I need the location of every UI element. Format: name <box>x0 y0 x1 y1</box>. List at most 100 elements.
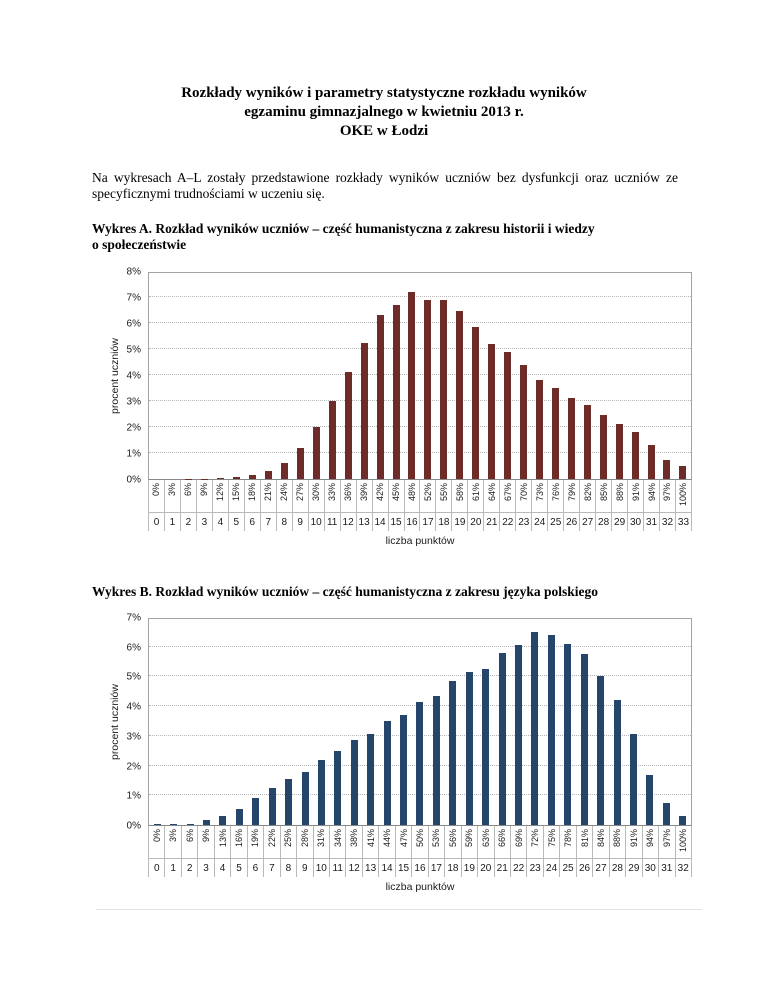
x-category-percent: 64% <box>484 480 501 512</box>
x-category-percent: 61% <box>468 480 485 512</box>
x-percent-label: 50% <box>414 829 425 848</box>
x-category-percent: 56% <box>445 826 462 858</box>
bar-slot <box>198 819 214 825</box>
x-category-percent: 47% <box>396 826 413 858</box>
bar-16 <box>408 291 416 479</box>
x-percent-label: 47% <box>398 829 409 848</box>
x-percent-label: 13% <box>217 829 228 848</box>
x-category-percent: 66% <box>495 826 511 858</box>
y-tick-label: 6% <box>126 642 141 654</box>
gridline <box>149 322 691 323</box>
bar-slot <box>181 478 197 479</box>
x-category-percent: 9% <box>198 826 215 858</box>
x-category-percent: 53% <box>429 826 446 858</box>
x-category-percent: 97% <box>660 480 676 512</box>
bar-slot <box>452 311 468 479</box>
x-category-percent: 19% <box>248 826 265 858</box>
bar-slot <box>313 759 329 825</box>
x-point-label: 22 <box>511 859 528 877</box>
bar-25 <box>564 643 572 825</box>
x-point-label: 11 <box>330 859 347 877</box>
x-category-percent: 41% <box>363 826 380 858</box>
x-percent-label: 97% <box>662 483 673 502</box>
x-category-percent: 13% <box>215 826 232 858</box>
x-category-percent: 97% <box>659 826 676 858</box>
x-point-label: 33 <box>676 513 692 531</box>
x-point-label: 20 <box>468 513 485 531</box>
x-percent-label: 52% <box>422 483 433 502</box>
x-category-percent: 45% <box>389 480 405 512</box>
bar-14 <box>376 315 384 479</box>
bar-31 <box>647 445 655 479</box>
bar-slot <box>165 824 181 825</box>
bar-2 <box>186 823 194 825</box>
x-percent-label: 27% <box>295 483 306 502</box>
x-percent-label: 58% <box>454 483 465 502</box>
x-point-label: 31 <box>659 859 676 877</box>
x-point-label: 1 <box>165 513 181 531</box>
x-point-label: 24 <box>544 859 561 877</box>
x-percent-label: 6% <box>183 483 194 497</box>
bar-4 <box>219 816 227 825</box>
bar-13 <box>360 342 368 479</box>
bar-19 <box>456 311 464 479</box>
bar-28 <box>599 415 607 479</box>
x-percent-label: 18% <box>247 483 258 502</box>
x-point-label: 15 <box>396 859 413 877</box>
x-point-label: 29 <box>612 513 629 531</box>
x-category-percent: 28% <box>297 826 314 858</box>
x-point-label: 13 <box>363 859 380 877</box>
bar-slot <box>532 380 548 479</box>
bar-slot <box>560 643 576 825</box>
bar-slot <box>484 343 500 479</box>
x-point-label: 6 <box>245 513 261 531</box>
chart-a: procent uczniów 8% 7% 6% 5% 4% 3% 2% 1% 0% 0% 3% 6… <box>102 267 692 547</box>
bar-22 <box>514 645 522 825</box>
x-percent-label: 41% <box>365 829 376 848</box>
y-tick-label: 3% <box>126 731 141 743</box>
chart-a-heading: Wykres A. Rozkład wyników uczniów – częś… <box>92 221 698 253</box>
gridline <box>149 452 691 453</box>
bar-33 <box>679 466 687 479</box>
bar-21 <box>488 343 496 479</box>
bar-29 <box>615 424 623 479</box>
x-percent-label: 84% <box>595 829 606 848</box>
x-category-percent: 88% <box>612 480 629 512</box>
x-point-label: 3 <box>197 513 213 531</box>
bar-15 <box>392 304 400 479</box>
bar-slot <box>229 477 245 479</box>
bar-slot <box>324 401 340 479</box>
x-category-percent: 79% <box>564 480 581 512</box>
x-point-label: 11 <box>325 513 341 531</box>
x-percent-label: 0% <box>151 829 162 843</box>
x-category-percent: 27% <box>293 480 309 512</box>
x-point-label: 2 <box>182 859 199 877</box>
x-category-percent: 63% <box>478 826 495 858</box>
bar-23 <box>531 631 539 825</box>
x-category-percent: 16% <box>231 826 248 858</box>
bar-slot <box>659 459 675 479</box>
gridline <box>149 400 691 401</box>
x-percent-label: 6% <box>184 829 195 843</box>
bar-slot <box>500 351 516 479</box>
x-point-label: 31 <box>644 513 660 531</box>
x-point-label: 14 <box>373 513 389 531</box>
x-category-percent: 94% <box>644 480 660 512</box>
x-category-percent: 58% <box>452 480 469 512</box>
bar-slot <box>609 700 625 825</box>
x-percent-label: 30% <box>311 483 322 502</box>
bar-slot <box>248 798 264 825</box>
x-category-percent: 18% <box>245 480 261 512</box>
bar-26 <box>567 398 575 479</box>
y-tick-label: 1% <box>126 790 141 802</box>
x-point-label: 7 <box>261 513 277 531</box>
chart-a-heading-line-1: Wykres A. Rozkład wyników uczniów – częś… <box>92 221 595 236</box>
x-percent-label: 9% <box>201 829 212 843</box>
x-category-percent: 82% <box>580 480 597 512</box>
x-percent-label: 88% <box>612 829 623 848</box>
bar-slot <box>245 475 261 479</box>
bar-18 <box>440 299 448 479</box>
bar-slot <box>362 734 378 825</box>
chart-a-points-row: 0 1 2 3 4 5 6 7 8 9 10 11 12 13 14 15 16 17 18 19 20 21 22 23 24… <box>148 513 692 531</box>
bar-slot <box>563 398 579 479</box>
